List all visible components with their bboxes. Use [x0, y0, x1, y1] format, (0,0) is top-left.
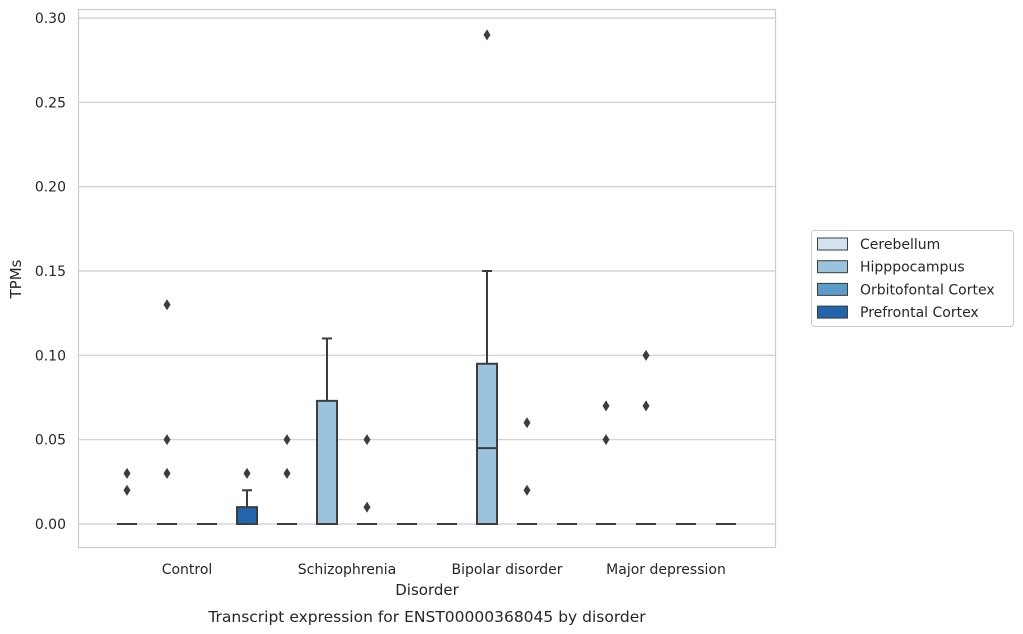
box-outlier: [642, 349, 650, 361]
box: [236, 467, 258, 525]
box-outlier: [602, 400, 610, 412]
legend-label: Cerebellum: [860, 237, 940, 253]
box-body: [316, 399, 338, 525]
legend-label: Prefrontal Cortex: [860, 305, 979, 321]
box-outlier: [243, 467, 251, 479]
box: [596, 400, 616, 525]
legend: Cerebellum Hipppocampus Orbitofontal Corte…: [811, 230, 1014, 327]
y-tick-label: 0.10: [35, 348, 66, 364]
box: [357, 434, 377, 525]
y-axis-title: TPMs: [7, 259, 25, 299]
legend-swatch: [817, 237, 848, 251]
x-tick-label: Control: [162, 562, 213, 578]
box: [277, 434, 297, 525]
box-outlier: [602, 434, 610, 446]
legend-swatch: [817, 260, 848, 274]
y-tick-label: 0.20: [35, 180, 66, 196]
box: [157, 299, 177, 525]
legend-swatch: [817, 305, 848, 319]
legend-label: Hipppocampus: [860, 260, 965, 276]
y-tick-label: 0.15: [35, 264, 66, 280]
x-tick-label: Bipolar disorder: [451, 562, 562, 578]
box-outlier: [163, 299, 171, 311]
box-body: [236, 506, 258, 525]
boxes: [117, 29, 736, 525]
box: [636, 349, 656, 525]
box-outlier: [163, 434, 171, 446]
box-outlier: [283, 434, 291, 446]
grid-lines: [78, 17, 775, 525]
box-outlier: [283, 467, 291, 479]
x-axis-ticks: Control Schizophrenia Bipolar disorder Majo…: [162, 562, 726, 578]
box-outlier: [523, 417, 531, 429]
legend-frame: [811, 230, 1014, 327]
x-tick-label: Major depression: [606, 562, 726, 578]
box: [517, 417, 537, 525]
box-outlier: [123, 484, 131, 496]
box-outlier: [523, 484, 531, 496]
box: [117, 467, 137, 525]
box: [316, 337, 338, 525]
chart-caption: Transcript expression for ENST0000036804…: [207, 608, 646, 626]
box: [476, 29, 498, 525]
y-tick-label: 0.25: [35, 95, 66, 111]
box-outlier: [363, 434, 371, 446]
legend-label: Orbitofontal Cortex: [860, 282, 995, 298]
plot-area: [77, 8, 777, 549]
box-outlier: [163, 467, 171, 479]
box-outlier: [123, 467, 131, 479]
box-outlier: [642, 400, 650, 412]
y-axis-ticks: 0.00 0.05 0.10 0.15 0.20 0.25 0.30: [35, 11, 66, 533]
legend-swatch: [817, 282, 848, 296]
box-outlier: [363, 501, 371, 513]
legend-items: Cerebellum Hipppocampus Orbitofontal Corte…: [817, 237, 995, 321]
box-outlier: [483, 29, 491, 41]
y-tick-label: 0.00: [35, 517, 66, 533]
y-tick-label: 0.30: [35, 11, 66, 27]
y-tick-label: 0.05: [35, 433, 66, 449]
x-axis-title: Disorder: [395, 581, 459, 599]
box-body: [476, 362, 498, 525]
x-tick-label: Schizophrenia: [298, 562, 396, 578]
